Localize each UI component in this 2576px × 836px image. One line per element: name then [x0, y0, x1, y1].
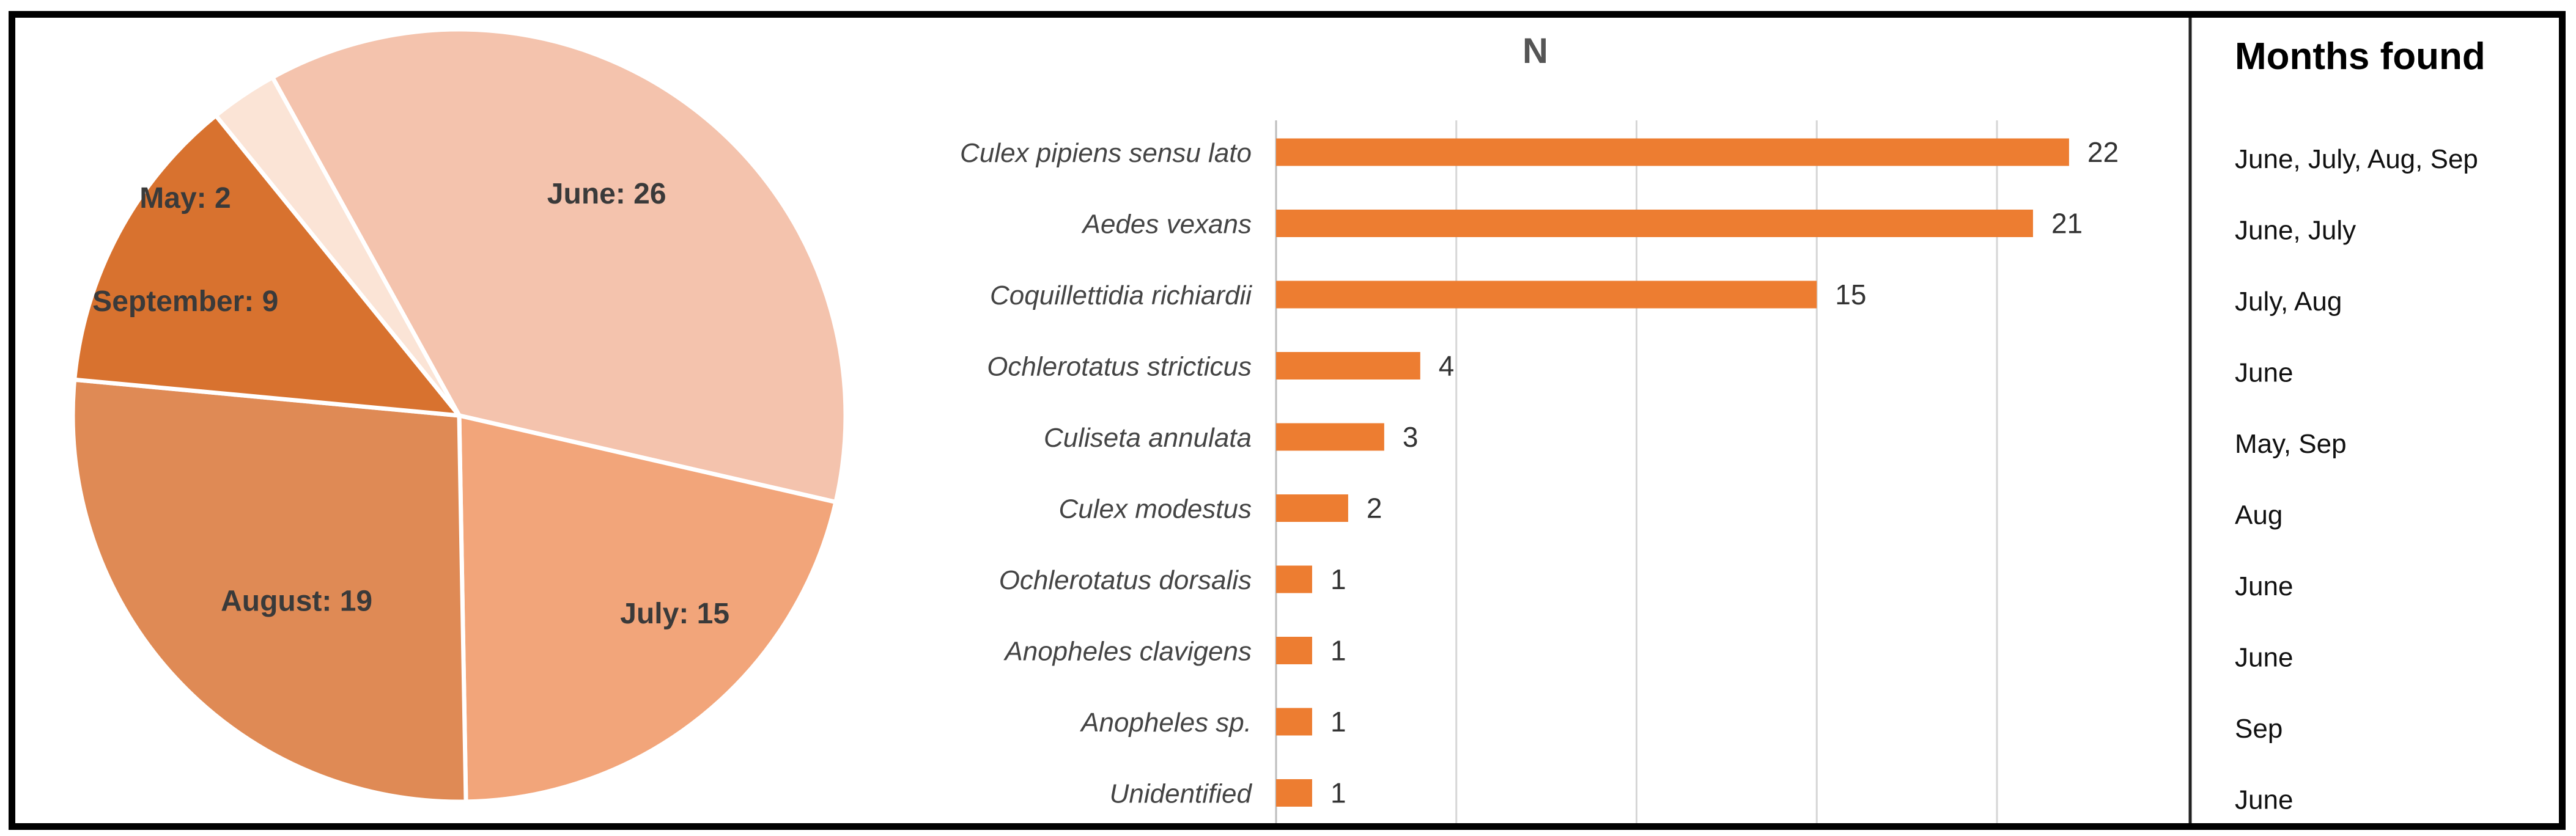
bar-value-anopheles-sp: 1 — [1330, 706, 1346, 738]
months-item-3: July, Aug — [2235, 287, 2342, 317]
bar-value-aedes-vexans: 21 — [2051, 208, 2083, 240]
bar-label-aedes-vexans: Aedes vexans — [1081, 210, 1252, 240]
bar-label-ochlerotatus-stricticus: Ochlerotatus stricticus — [987, 352, 1252, 382]
bar-value-culiseta-annulata: 3 — [1403, 421, 1419, 453]
figure-svg: June: 26 July: 15 August: 19 September: 9 Ma… — [70, 18, 2486, 836]
bar-culex-modestus — [1276, 494, 1348, 522]
months-item-7: June — [2235, 571, 2293, 601]
bar-label-unidentified: Unidentified — [1110, 779, 1253, 809]
bar-value-ochlerotatus-dorsalis: 1 — [1330, 563, 1346, 595]
months-item-9: Sep — [2235, 714, 2283, 744]
bar-label-anopheles-sp: Anopheles sp. — [1079, 708, 1252, 738]
bar-value-culex-modestus: 2 — [1367, 493, 1382, 524]
bar-value-anopheles-clavigens: 1 — [1330, 635, 1346, 667]
pie-label-july: July: 15 — [620, 598, 729, 630]
bar-value-ochlerotatus-stricticus: 4 — [1439, 350, 1455, 382]
months-item-8: June — [2235, 643, 2293, 673]
bar-value-coquillettidia-richiardii: 15 — [1835, 279, 1866, 310]
bar-coquillettidia-richiardii — [1276, 280, 1817, 309]
bar-culex-pipiens-sensu-lato — [1276, 138, 2069, 166]
months-found-table: Months found June, July, Aug, Sep June, J… — [2188, 18, 2486, 823]
bar-ochlerotatus-dorsalis — [1276, 565, 1312, 593]
months-item-6: Aug — [2235, 501, 2283, 530]
bar-value-culex-pipiens-sensu-lato: 22 — [2087, 136, 2119, 168]
pie-label-august: August: 19 — [221, 585, 372, 618]
bar-culiseta-annulata — [1276, 423, 1384, 451]
months-item-5: May, Sep — [2235, 429, 2347, 459]
months-item-1: June, July, Aug, Sep — [2235, 144, 2478, 174]
bar-chart: N Culex pipiens sensu lato 22 Aedes vexans… — [960, 31, 2119, 836]
bar-label-ochlerotatus-dorsalis: Ochlerotatus dorsalis — [999, 565, 1252, 595]
bar-label-coquillettidia-richiardii: Coquillettidia richiardii — [990, 280, 1252, 310]
pie-slice-august — [70, 377, 468, 804]
bar-chart-title: N — [1522, 31, 1548, 71]
pie-label-may: May: 2 — [139, 182, 231, 215]
bar-aedes-vexans — [1276, 210, 2033, 237]
pie-label-september: September: 9 — [92, 285, 278, 318]
months-found-header: Months found — [2235, 35, 2486, 78]
bar-label-culex-pipiens-sensu-lato: Culex pipiens sensu lato — [960, 138, 1252, 168]
figure-frame: June: 26 July: 15 August: 19 September: 9 Ma… — [9, 11, 2566, 836]
bar-label-anopheles-clavigens: Anopheles clavigens — [1003, 637, 1252, 667]
pie-label-june: June: 26 — [547, 178, 666, 210]
pie-slice-july — [457, 413, 839, 804]
bar-unidentified — [1276, 779, 1312, 807]
pie-slice-may — [213, 74, 462, 417]
pie-slice-september — [72, 112, 464, 419]
pie-slice-june — [269, 27, 848, 505]
bar-ochlerotatus-stricticus — [1276, 352, 1420, 380]
months-item-4: June — [2235, 358, 2293, 388]
bar-label-culiseta-annulata: Culiseta annulata — [1044, 423, 1252, 453]
months-item-2: June, July — [2235, 216, 2356, 246]
bar-label-culex-modestus: Culex modestus — [1059, 494, 1252, 524]
months-item-10: June — [2235, 785, 2293, 815]
bar-anopheles-clavigens — [1276, 637, 1312, 664]
bar-value-unidentified: 1 — [1330, 777, 1346, 809]
pie-chart: June: 26 July: 15 August: 19 September: 9 Ma… — [70, 27, 848, 804]
bar-anopheles-sp — [1276, 708, 1312, 736]
